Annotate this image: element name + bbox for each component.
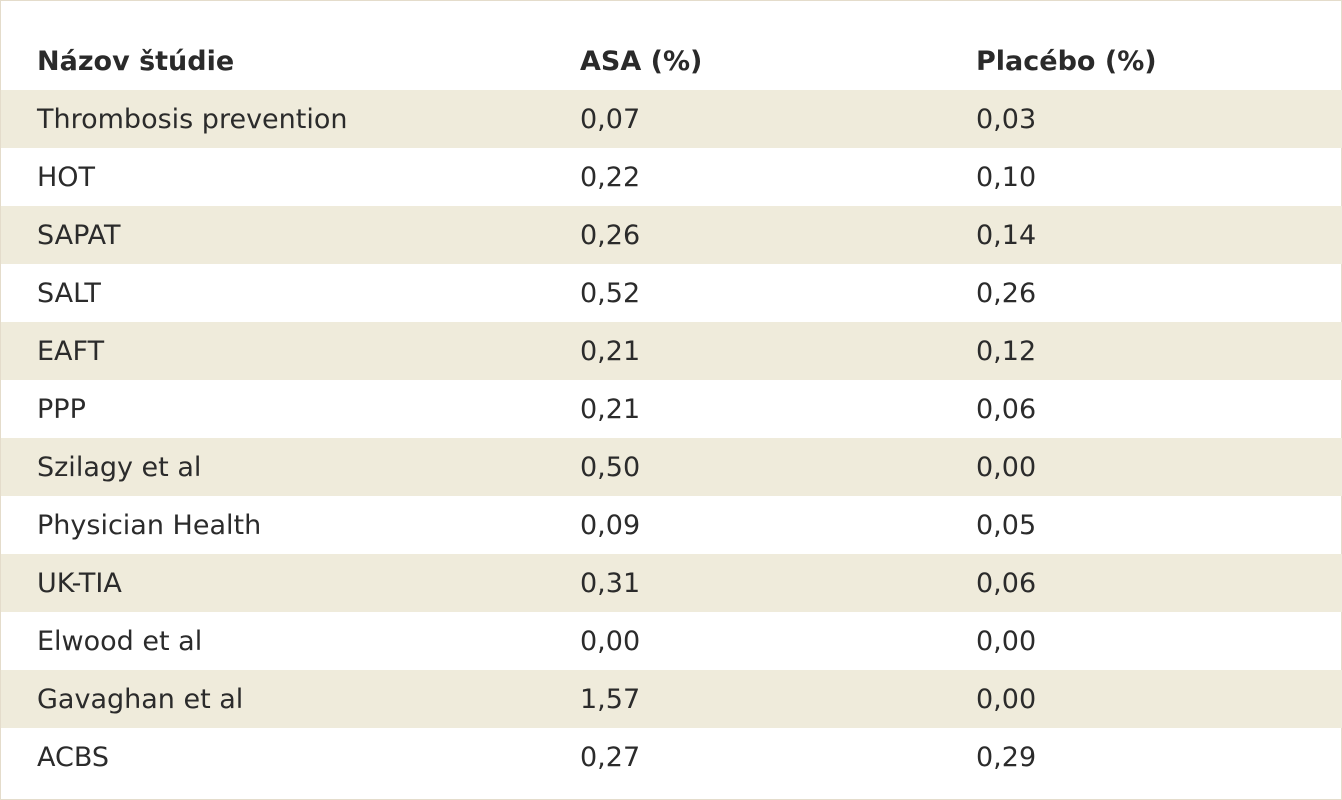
cell-asa: 0,22 [580,161,641,193]
cell-study-name: Gavaghan et al [37,683,244,715]
cell-asa: 1,57 [580,683,641,715]
table-row: UK-TIA 0,31 0,06 [1,554,1342,612]
cell-study-name: Thrombosis prevention [37,103,348,135]
table-row: SALT 0,52 0,26 [1,264,1342,322]
table-row: HOT 0,22 0,10 [1,148,1342,206]
cell-placebo: 0,06 [976,567,1037,599]
cell-asa: 0,21 [580,335,641,367]
cell-asa: 0,00 [580,625,641,657]
cell-asa: 0,07 [580,103,641,135]
cell-asa: 0,31 [580,567,641,599]
cell-placebo: 0,14 [976,219,1037,251]
table-row: Physician Health 0,09 0,05 [1,496,1342,554]
cell-placebo: 0,06 [976,393,1037,425]
table-row: Elwood et al 0,00 0,00 [1,612,1342,670]
header-placebo: Placébo (%) [976,46,1157,77]
cell-study-name: Elwood et al [37,625,203,657]
cell-study-name: Physician Health [37,509,262,541]
cell-placebo: 0,29 [976,741,1037,773]
cell-study-name: SAPAT [37,219,121,251]
table-row: Thrombosis prevention 0,07 0,03 [1,90,1342,148]
cell-asa: 0,50 [580,451,641,483]
cell-study-name: SALT [37,277,101,309]
table-row: ACBS 0,27 0,29 [1,728,1342,786]
cell-study-name: PPP [37,393,86,425]
cell-asa: 0,21 [580,393,641,425]
cell-asa: 0,27 [580,741,641,773]
cell-placebo: 0,00 [976,683,1037,715]
table-row: EAFT 0,21 0,12 [1,322,1342,380]
cell-placebo: 0,00 [976,625,1037,657]
cell-placebo: 0,26 [976,277,1037,309]
cell-placebo: 0,05 [976,509,1037,541]
cell-study-name: UK-TIA [37,567,122,599]
cell-study-name: HOT [37,161,96,193]
table-row: SAPAT 0,26 0,14 [1,206,1342,264]
cell-asa: 0,52 [580,277,641,309]
cell-asa: 0,09 [580,509,641,541]
cell-asa: 0,26 [580,219,641,251]
table-row: PPP 0,21 0,06 [1,380,1342,438]
cell-placebo: 0,00 [976,451,1037,483]
cell-study-name: Szilagy et al [37,451,202,483]
cell-study-name: EAFT [37,335,105,367]
cell-placebo: 0,03 [976,103,1037,135]
header-study-name: Názov štúdie [37,46,235,77]
table-row: Gavaghan et al 1,57 0,00 [1,670,1342,728]
table-row: Szilagy et al 0,50 0,00 [1,438,1342,496]
cell-placebo: 0,10 [976,161,1037,193]
header-asa: ASA (%) [580,46,703,77]
cell-placebo: 0,12 [976,335,1037,367]
cell-study-name: ACBS [37,741,110,773]
table-header: Názov štúdie ASA (%) Placébo (%) [1,33,1342,90]
